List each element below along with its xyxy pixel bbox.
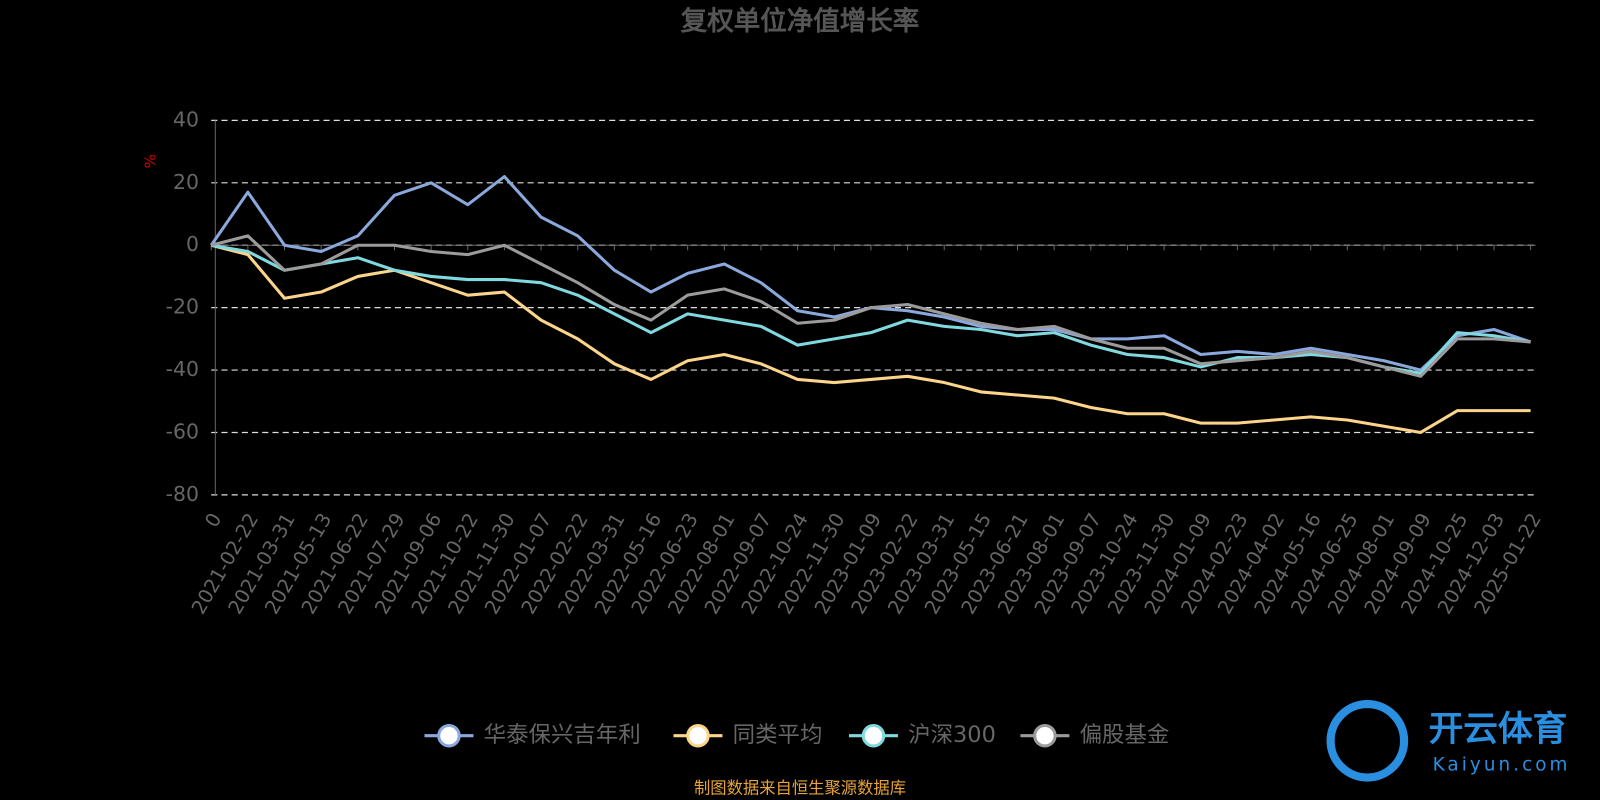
y-axis-label: % [142, 154, 160, 169]
legend-label: 沪深300 [908, 722, 996, 748]
legend-marker [1033, 723, 1057, 748]
legend-marker [686, 723, 710, 748]
y-tick-label: -40 [166, 357, 199, 381]
y-tick-label: -60 [166, 419, 199, 443]
legend-marker [437, 723, 461, 748]
y-tick-label: 40 [173, 107, 199, 131]
x-tick-label: 0 [200, 509, 226, 531]
line-series [210, 234, 1531, 378]
watermark-brand: 开云体育 [1429, 710, 1568, 750]
line-series [210, 243, 1531, 375]
line-series [210, 243, 1531, 435]
watermark-logo [1326, 700, 1409, 782]
legend-label: 同类平均 [733, 722, 823, 748]
y-tick-label: -20 [166, 295, 199, 319]
legend-marker [861, 723, 886, 748]
legend-label: 偏股基金 [1080, 722, 1170, 748]
chart-title: 复权单位净值增长率 [681, 6, 920, 37]
y-tick-label: -80 [166, 482, 199, 506]
watermark-site: Kaiyun.com [1433, 754, 1571, 775]
source-note: 制图数据来自恒生聚源数据库 [694, 778, 906, 797]
legend-label: 华泰保兴吉年利 [484, 722, 641, 748]
y-tick-label: 20 [173, 170, 199, 194]
y-tick-label: 0 [186, 232, 199, 256]
